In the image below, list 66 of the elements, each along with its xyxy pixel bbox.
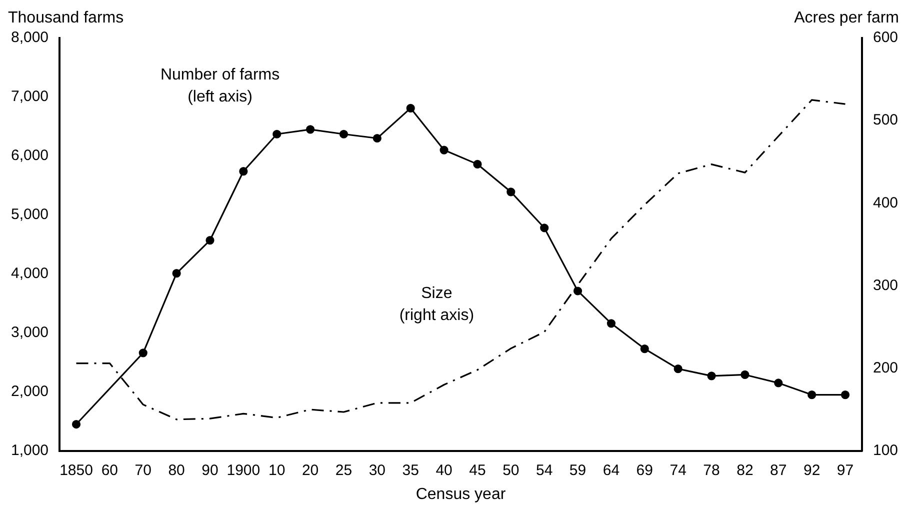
x-tick-label: 97 xyxy=(836,462,854,479)
x-axis-title: Census year xyxy=(416,486,506,503)
x-tick-label: 25 xyxy=(335,462,352,479)
y2-tick-label: 600 xyxy=(872,29,898,46)
point xyxy=(840,390,850,400)
x-tick-label: 30 xyxy=(368,462,386,479)
point xyxy=(339,130,348,138)
x-tick-label: 87 xyxy=(770,462,787,479)
x-tick-label: 92 xyxy=(803,462,820,479)
y-tick-label: 1,000 xyxy=(10,442,49,459)
point xyxy=(540,224,549,232)
x-tick-label: 70 xyxy=(134,462,152,479)
point xyxy=(774,378,783,388)
x-tick-label: 90 xyxy=(202,462,218,479)
point xyxy=(206,236,214,245)
point xyxy=(372,134,382,143)
y-tick-label: 3,000 xyxy=(10,324,49,341)
x-tick-label: 82 xyxy=(736,462,754,479)
y2-axis-title: Acres per farm xyxy=(794,9,899,26)
y-tick-label: 4,000 xyxy=(10,265,49,282)
x-tick-label: 20 xyxy=(302,462,319,479)
point xyxy=(272,130,282,138)
point xyxy=(606,319,616,328)
x-tick-label: 35 xyxy=(402,462,419,479)
y2-tick-label: 500 xyxy=(872,112,898,129)
point xyxy=(740,370,750,380)
point xyxy=(406,104,415,112)
x-tick-label: 78 xyxy=(703,462,720,479)
point xyxy=(506,188,516,196)
y-tick-label: 7,000 xyxy=(10,88,49,106)
y2-tick-label: 300 xyxy=(872,276,898,294)
point xyxy=(473,160,482,168)
y2-tick-label: 200 xyxy=(872,359,898,376)
point xyxy=(172,268,181,278)
point xyxy=(440,146,448,154)
point xyxy=(674,364,682,374)
y-tick-label: 5,000 xyxy=(10,206,49,224)
point xyxy=(707,372,716,380)
x-tick-label: 60 xyxy=(101,462,118,479)
point xyxy=(640,344,649,354)
point xyxy=(239,166,248,176)
x-tick-label: 40 xyxy=(436,462,452,479)
x-tick-label: 1850 xyxy=(60,462,93,479)
x-tick-label: 50 xyxy=(502,462,520,479)
y-tick-label: 8,000 xyxy=(10,29,49,46)
x-tick-label: 64 xyxy=(602,462,620,479)
x-tick-label: 69 xyxy=(636,462,653,479)
annotation: Number of farms (left axis) xyxy=(160,66,280,106)
y-axis-title: Thousand farms xyxy=(8,9,124,26)
y-tick-label: 6,000 xyxy=(10,147,49,164)
point xyxy=(808,390,816,400)
x-tick-label: 1900 xyxy=(226,462,260,479)
annotation: Size (right axis) xyxy=(399,285,474,324)
x-tick-label: 59 xyxy=(569,462,586,479)
point xyxy=(573,286,582,296)
x-tick-label: 10 xyxy=(268,462,286,479)
x-tick-label: 80 xyxy=(168,462,185,479)
y-tick-label: 2,000 xyxy=(10,382,49,400)
x-tick-label: 45 xyxy=(469,462,486,479)
point xyxy=(72,420,81,429)
y2-tick-label: 100 xyxy=(872,442,898,459)
x-tick-label: 54 xyxy=(536,462,553,479)
x-tick-label: 74 xyxy=(670,462,686,479)
y2-tick-label: 400 xyxy=(872,194,898,212)
point xyxy=(138,348,148,358)
point xyxy=(306,125,315,134)
